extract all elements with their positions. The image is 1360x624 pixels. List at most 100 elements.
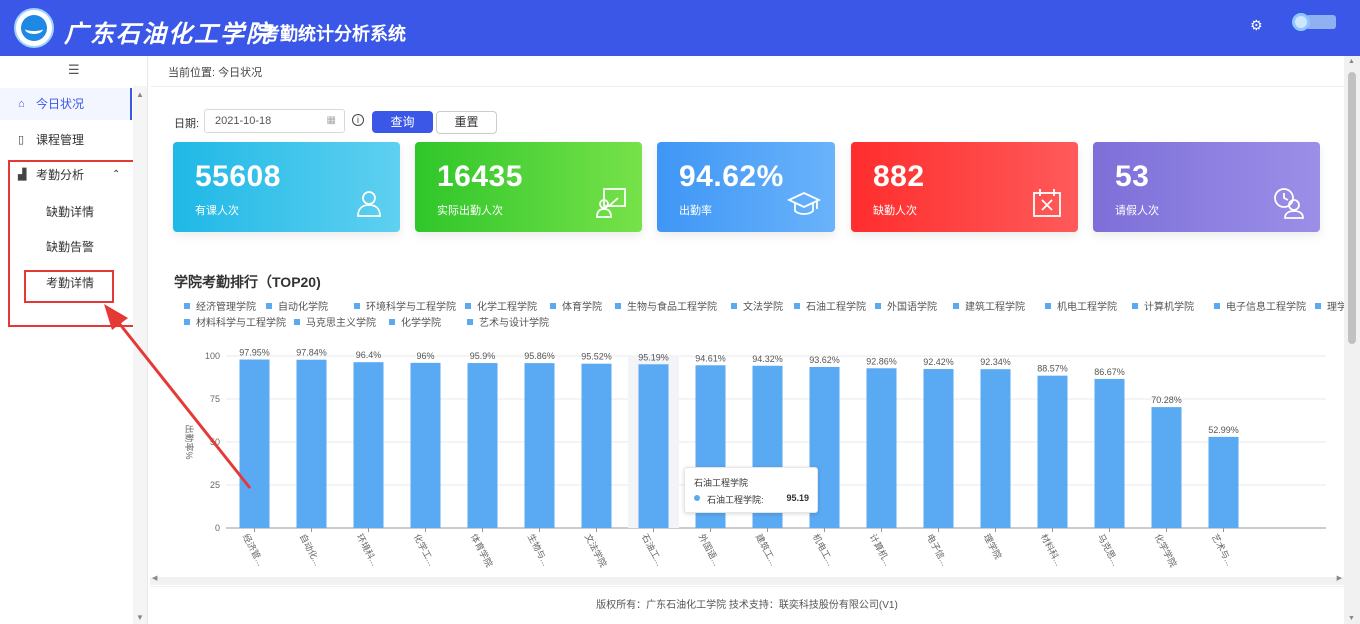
info-icon[interactable]: i [352,114,364,126]
legend-swatch [294,319,300,325]
bar-value-label: 95.52% [581,352,612,362]
y-tick-label: 75 [210,394,220,404]
legend-swatch [354,303,360,309]
tooltip-series-dot [694,495,700,501]
legend-label: 电子信息工程学院 [1226,302,1306,313]
user-menu-toggle[interactable] [1306,15,1336,29]
legend-item[interactable]: 材料科学与工程学院 [184,314,286,329]
date-picker-input[interactable]: 2021-10-18 ▦ [204,109,345,133]
bar [467,363,498,528]
scroll-up-icon[interactable]: ▲ [1348,58,1355,65]
legend-swatch [465,303,471,309]
bar-value-label: 93.62% [809,355,840,365]
legend-swatch [1045,303,1051,309]
stat-value: 882 [873,160,925,193]
avatar[interactable] [1292,13,1310,31]
legend-label: 自动化学院 [278,302,328,313]
legend-item[interactable]: 石油工程学院 [794,298,866,313]
bar [1208,436,1239,528]
x-tick-label: 体育学院 [469,532,496,569]
graduation-cap-icon [787,192,821,215]
legend-item[interactable]: 建筑工程学院 [953,298,1025,313]
legend-item[interactable]: 生物与食品工程学院 [615,298,717,313]
legend-label: 计算机学院 [1144,302,1194,313]
legend-item[interactable]: 艺术与设计学院 [467,314,549,329]
scroll-left-icon[interactable]: ◀ [152,575,158,582]
legend-item[interactable]: 电子信息工程学院 [1214,298,1306,313]
legend-item[interactable]: 计算机学院 [1132,298,1194,313]
sidebar-item-course[interactable]: ▯ 课程管理 [0,124,132,156]
attendance-board-icon [596,188,626,218]
horizontal-scrollbar[interactable]: ◀ ▶ [150,575,1344,585]
bar-value-label: 92.34% [980,357,1011,367]
bar [296,359,327,528]
bar [1151,407,1182,528]
legend-item[interactable]: 环境科学与工程学院 [354,298,456,313]
home-icon: ⌂ [18,98,25,110]
legend-swatch [953,303,959,309]
legend-item[interactable]: 理学院 [1315,298,1357,313]
calendar-icon[interactable]: ▦ [326,115,336,126]
scroll-up-icon[interactable]: ▲ [136,90,144,99]
collapse-menu-icon[interactable]: ☰ [68,62,80,77]
sidebar-scrollbar[interactable]: ▲ ▼ [133,86,147,624]
stat-label: 缺勤人次 [873,205,917,217]
legend-item[interactable]: 机电工程学院 [1045,298,1117,313]
date-label: 日期: [174,118,200,130]
y-axis-label: 出勤率% [184,424,195,459]
legend-label: 环境科学与工程学院 [366,302,456,313]
bar [239,359,270,528]
legend-item[interactable]: 经济管理学院 [184,298,256,313]
y-tick-label: 50 [210,437,220,447]
calendar-x-icon [1033,189,1061,217]
legend-swatch [467,319,473,325]
scrollbar-thumb[interactable] [1348,72,1356,344]
legend-item[interactable]: 体育学院 [550,298,602,313]
bar [866,368,897,528]
stat-card-leave: 53 请假人次 [1093,142,1320,232]
bar-value-label: 94.32% [752,354,783,364]
bar-value-label: 94.61% [695,353,726,363]
gear-icon[interactable]: ⚙ [1250,17,1263,33]
legend-item[interactable]: 外国语学院 [875,298,937,313]
legend-item[interactable]: 化学工程学院 [465,298,537,313]
scroll-right-icon[interactable]: ▶ [1336,575,1342,582]
bar-value-label: 95.9% [470,351,496,361]
query-button[interactable]: 查询 [372,111,433,133]
sidebar-item-label: 课程管理 [36,133,85,147]
bar-value-label: 96% [416,351,434,361]
x-tick-label: 化学工... [412,532,438,568]
bar-chart-icon: ▟ [18,169,27,181]
sidebar-subitem-attendance-detail[interactable]: 考勤详情 [46,276,95,290]
breadcrumb: 当前位置: 今日状况 [168,67,263,79]
sidebar-item-today[interactable]: ⌂ 今日状况 [0,88,132,120]
legend-item[interactable]: 化学学院 [389,314,441,329]
tooltip-series-name: 石油工程学院: [707,495,764,505]
stat-card-attended: 16435 实际出勤人次 [415,142,642,232]
legend-item[interactable]: 马克思主义学院 [294,314,376,329]
sidebar-subitem-absence-detail[interactable]: 缺勤详情 [46,205,95,219]
stat-value: 55608 [195,160,281,193]
x-tick-label: 计算机... [868,532,894,568]
legend-item[interactable]: 文法学院 [731,298,783,313]
legend-label: 马克思主义学院 [306,318,376,329]
bar [923,369,954,528]
legend-item[interactable]: 自动化学院 [266,298,328,313]
y-tick-label: 25 [210,480,220,490]
reset-button[interactable]: 重置 [436,111,497,134]
scroll-down-icon[interactable]: ▼ [136,613,144,622]
legend-swatch [550,303,556,309]
stat-value: 53 [1115,160,1150,193]
sidebar-subitem-absence-alert[interactable]: 缺勤告警 [46,240,95,254]
chevron-up-icon: ⌃ [112,169,121,180]
scroll-down-icon[interactable]: ▼ [1348,615,1355,622]
chart-tooltip: 石油工程学院 石油工程学院: 95.19 [684,467,818,513]
page-scrollbar[interactable]: ▲ ▼ [1344,56,1360,624]
stat-value: 16435 [437,160,523,193]
stat-label: 实际出勤人次 [437,205,503,217]
sidebar-item-analysis[interactable]: ▟ 考勤分析 ⌃ [0,159,132,191]
sidebar-item-label: 考勤分析 [36,168,85,182]
x-tick-label: 机电工... [811,532,837,568]
bar-value-label: 52.99% [1208,425,1239,435]
stat-label: 请假人次 [1115,205,1159,217]
